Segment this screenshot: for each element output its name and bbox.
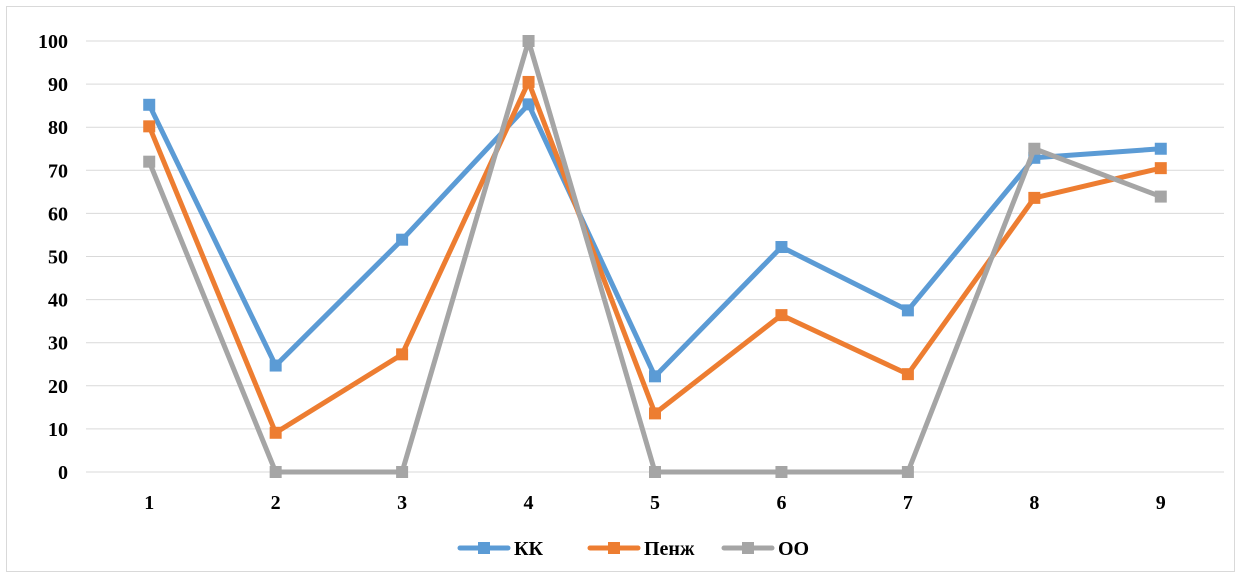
x-tick-label: 1: [144, 492, 154, 514]
y-tick-label: 20: [48, 376, 68, 398]
x-tick-label: 9: [1156, 492, 1166, 514]
data-point-marker: [143, 98, 156, 111]
data-point-marker: [269, 466, 282, 478]
legend-label: ОО: [778, 538, 809, 560]
legend-label: Пенж: [644, 538, 695, 560]
data-point-marker: [1154, 142, 1167, 155]
data-point-marker: [775, 466, 788, 478]
data-point-marker: [901, 304, 914, 317]
y-tick-label: 30: [48, 333, 68, 355]
data-point-marker: [649, 466, 661, 478]
y-tick-label: 10: [48, 419, 68, 441]
x-tick-label: 3: [397, 492, 407, 514]
y-tick-label: 100: [38, 31, 68, 53]
data-point-marker: [775, 241, 788, 254]
data-point-marker: [269, 426, 282, 439]
chart-area: 0 10 20 30 40 50 60 70 80 90 100 1 2 3 4 5 6 7 8 9 КК Пенж ОО: [6, 6, 1235, 572]
series-line: [146, 101, 1164, 379]
data-point-marker: [901, 368, 914, 381]
data-point-marker: [396, 466, 409, 478]
data-point-marker: [649, 370, 661, 383]
y-tick-label: 50: [48, 247, 68, 269]
legend-marker: [608, 542, 620, 554]
legend: КК Пенж ОО: [457, 538, 809, 560]
y-tick-label: 60: [48, 203, 68, 225]
legend-marker: [478, 542, 490, 554]
data-point-marker: [143, 120, 156, 133]
data-point-marker: [396, 348, 409, 361]
data-point-marker: [522, 75, 535, 88]
data-point-marker: [143, 155, 156, 168]
data-point-marker: [1028, 142, 1041, 155]
x-tick-label: 5: [650, 492, 660, 514]
line-chart: 0 10 20 30 40 50 60 70 80 90 100 1 2 3 4 5 6 7 8 9 КК Пенж ОО: [38, 31, 1224, 560]
data-point-marker: [269, 359, 282, 372]
x-tick-label: 6: [776, 492, 786, 514]
data-point-marker: [522, 35, 535, 47]
data-point-marker: [649, 407, 661, 420]
x-tick-label: 8: [1029, 492, 1039, 514]
axes: 0 10 20 30 40 50 60 70 80 90 100 1 2 3 4 5 6 7 8 9: [38, 31, 1166, 514]
legend-label: КК: [514, 538, 544, 560]
y-tick-label: 0: [58, 462, 68, 484]
data-point-marker: [901, 466, 914, 478]
data-point-marker: [1154, 162, 1167, 175]
data-point-marker: [522, 98, 535, 111]
data-point-marker: [1028, 191, 1041, 204]
legend-marker: [742, 542, 754, 554]
x-tick-label: 7: [903, 492, 913, 514]
data-point-marker: [1154, 190, 1167, 203]
y-tick-label: 40: [48, 290, 68, 312]
x-tick-label: 2: [271, 492, 281, 514]
data-point-marker: [396, 233, 409, 246]
data-point-marker: [775, 309, 788, 322]
y-tick-label: 80: [48, 117, 68, 139]
y-tick-label: 90: [48, 74, 68, 96]
plot-series: [143, 35, 1167, 478]
y-tick-label: 70: [48, 160, 68, 182]
x-tick-label: 4: [524, 492, 534, 514]
